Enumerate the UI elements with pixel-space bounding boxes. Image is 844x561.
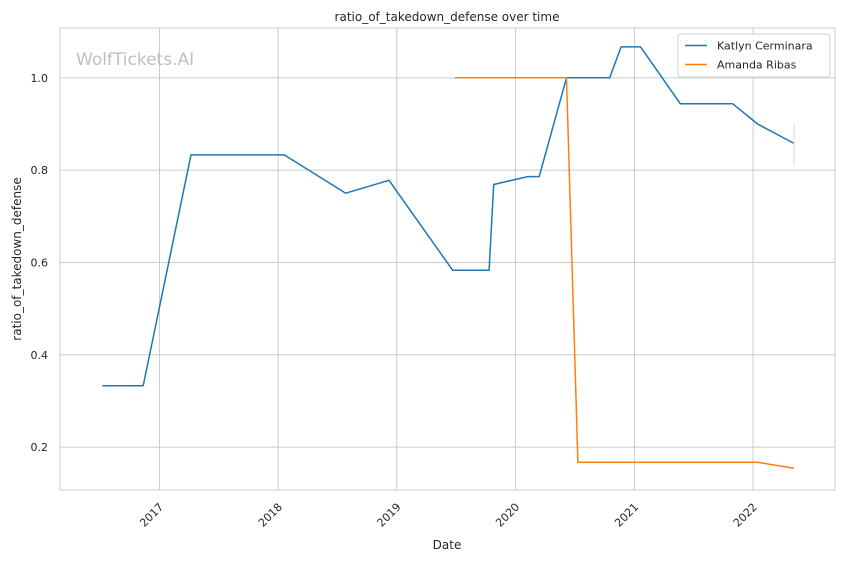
y-tick-label: 0.8 [31, 164, 49, 177]
y-axis-label: ratio_of_takedown_defense [10, 177, 24, 340]
watermark: WolfTickets.AI [76, 50, 194, 70]
legend-box [677, 33, 831, 78]
y-tick-label: 0.2 [31, 441, 49, 454]
legend: Katlyn Cerminara Amanda Ribas [677, 33, 831, 78]
series-layer [102, 46, 795, 470]
x-axis-label: Date [433, 538, 462, 552]
plot-area [60, 28, 835, 490]
legend-label-amanda-ribas: Amanda Ribas [717, 59, 797, 72]
y-tick-label: 1.0 [31, 72, 49, 85]
plot-frame [59, 27, 836, 491]
legend-label-katlyn-cerminara: Katlyn Cerminara [717, 40, 813, 53]
series-line-katlyn-cerminara [102, 46, 795, 387]
chart-title: ratio_of_takedown_defense over time [335, 10, 560, 24]
y-tick-label: 0.4 [31, 349, 49, 362]
y-tick-label: 0.6 [31, 256, 49, 269]
grid [60, 28, 835, 490]
series-line-amanda-ribas [455, 77, 795, 470]
